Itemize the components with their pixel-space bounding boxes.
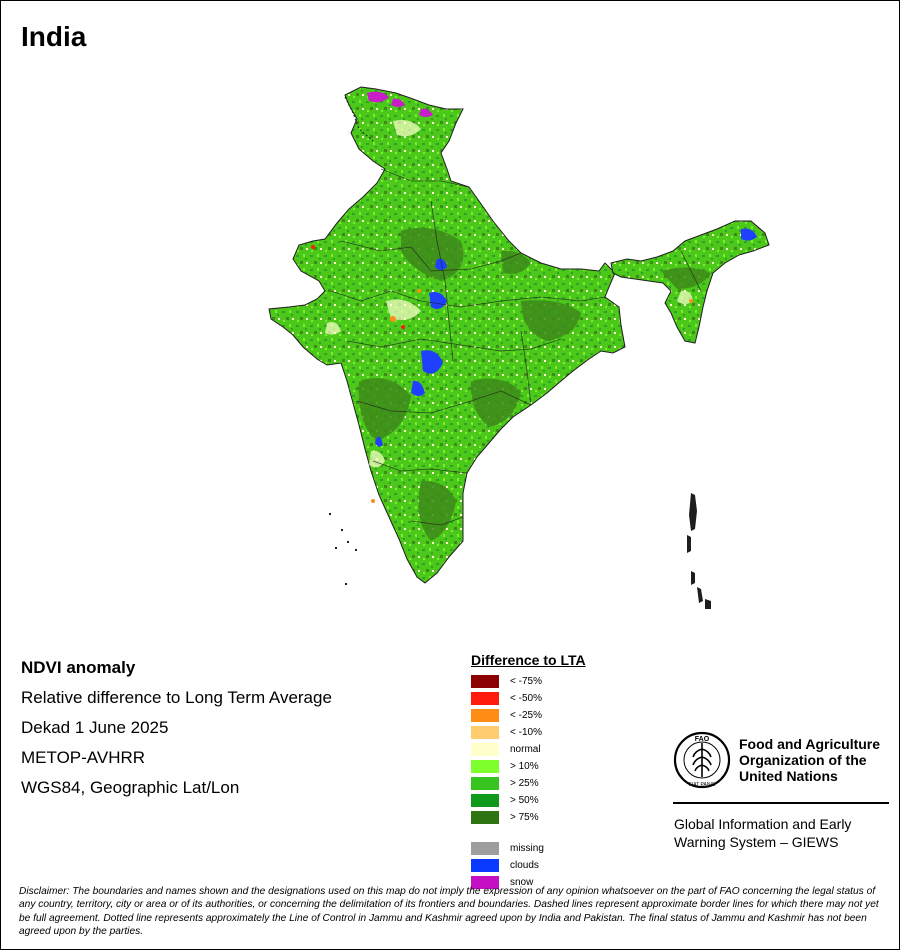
normal-patches	[325, 120, 693, 468]
legend-swatch	[471, 777, 499, 790]
legend-row: < -75%	[471, 673, 661, 690]
lakshadweep-islands	[329, 513, 357, 585]
legend-row: < -25%	[471, 707, 661, 724]
projection-info: WGS84, Geographic Lat/Lon	[21, 778, 240, 797]
map-info-panel: NDVI anomaly Relative difference to Long…	[21, 656, 441, 806]
emblem-text: FAO	[695, 736, 710, 743]
mainland-india	[268, 86, 626, 584]
giews-name: Global Information and Early Warning Sys…	[674, 815, 890, 851]
product-name: NDVI anomaly	[21, 658, 136, 677]
legend-label: snow	[510, 877, 534, 888]
legend-label: missing	[510, 843, 544, 854]
legend-row: snow	[471, 874, 661, 891]
fao-name-line: Organization of the	[739, 752, 867, 768]
legend-label: < -50%	[510, 693, 542, 704]
legend-row: > 50%	[471, 792, 661, 809]
legend-label: clouds	[510, 860, 539, 871]
legend-label: > 50%	[510, 795, 539, 806]
legend-swatch	[471, 811, 499, 824]
legend-row: < -50%	[471, 690, 661, 707]
india-ndvi-map	[268, 86, 770, 609]
legend-swatch	[471, 876, 499, 889]
cloud-patches	[375, 228, 757, 447]
legend-row: > 75%	[471, 809, 661, 826]
legend-row: < -10%	[471, 724, 661, 741]
snow-patches	[367, 91, 433, 117]
emblem-motto: FIAT PANIS	[689, 782, 716, 788]
legend-swatch	[471, 709, 499, 722]
legend-extra-classes: missing clouds snow	[471, 840, 661, 891]
state-borders	[330, 168, 702, 526]
legend-label: > 25%	[510, 778, 539, 789]
legend-swatch	[471, 794, 499, 807]
legend-row: clouds	[471, 857, 661, 874]
legend-label: > 75%	[510, 812, 539, 823]
fao-name-line: United Nations	[739, 768, 838, 784]
fao-name-line: Food and Agriculture	[739, 736, 881, 752]
andaman-nicobar-islands	[687, 493, 711, 609]
map-legend: Difference to LTA < -75% < -50% < -25% <…	[471, 652, 661, 891]
negative-anomaly-patches	[311, 245, 693, 503]
giews-line: Global Information and Early	[674, 816, 852, 832]
fao-divider	[673, 802, 889, 804]
fao-emblem-icon: FAO FIAT PANIS	[673, 731, 731, 789]
product-description: Relative difference to Long Term Average	[21, 688, 332, 707]
legend-label: < -10%	[510, 727, 542, 738]
time-period: Dekad 1 June 2025	[21, 718, 169, 737]
legend-label: < -25%	[510, 710, 542, 721]
giews-line: Warning System – GIEWS	[674, 834, 839, 850]
sensor-name: METOP-AVHRR	[21, 748, 146, 767]
legend-swatch	[471, 859, 499, 872]
legend-swatch	[471, 726, 499, 739]
legend-label: normal	[510, 744, 541, 755]
legend-swatch	[471, 692, 499, 705]
disclaimer-text: Disclaimer: The boundaries and names sho…	[19, 886, 879, 938]
legend-row: missing	[471, 840, 661, 857]
legend-swatch	[471, 760, 499, 773]
dark-green-patches	[358, 227, 711, 541]
legend-label: > 10%	[510, 761, 539, 772]
legend-classes: < -75% < -50% < -25% < -10% normal > 10%	[471, 673, 661, 826]
legend-title: Difference to LTA	[471, 652, 586, 668]
legend-row: > 25%	[471, 775, 661, 792]
legend-swatch	[471, 675, 499, 688]
line-of-control	[344, 96, 374, 142]
fao-organization-name: Food and Agriculture Organization of the…	[739, 736, 889, 784]
legend-swatch	[471, 842, 499, 855]
legend-row: > 10%	[471, 758, 661, 775]
map-title: India	[21, 21, 87, 52]
legend-row: normal	[471, 741, 661, 758]
legend-gap	[471, 826, 661, 840]
legend-swatch	[471, 743, 499, 756]
legend-label: < -75%	[510, 676, 542, 687]
